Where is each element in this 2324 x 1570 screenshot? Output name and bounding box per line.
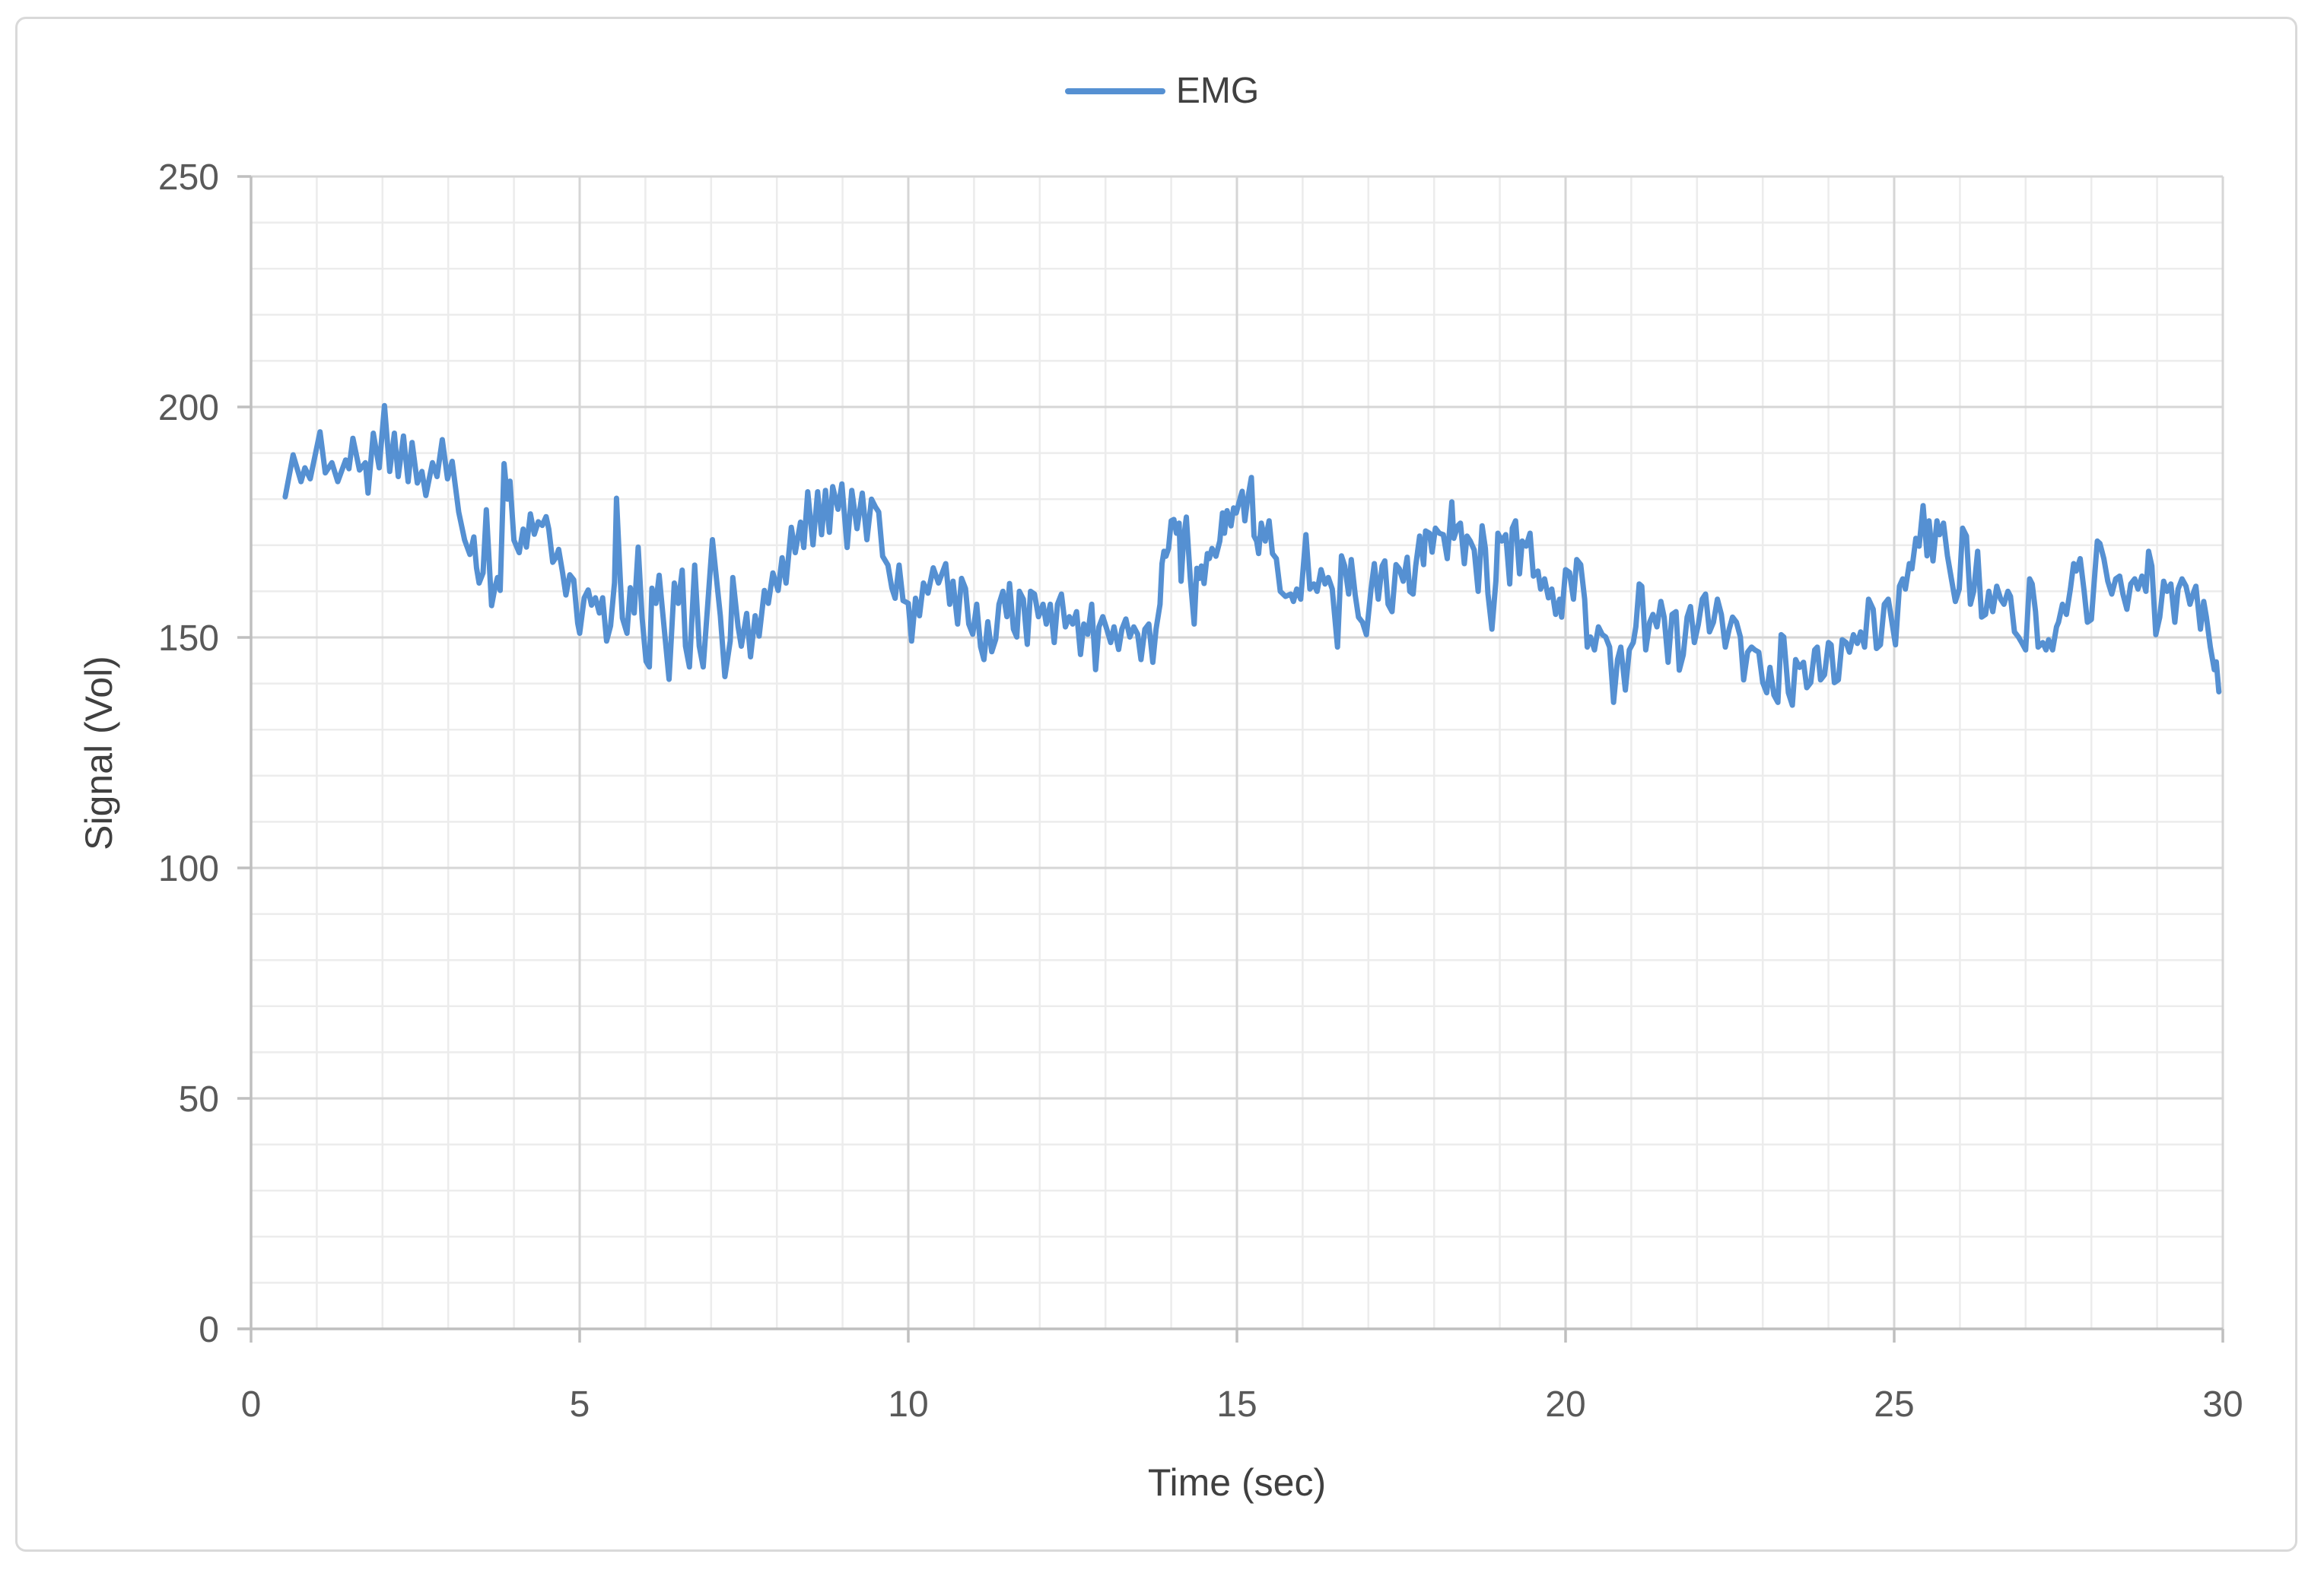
x-tick-label: 10	[888, 1384, 928, 1425]
x-tick-label: 15	[1216, 1384, 1257, 1425]
legend-series-label: EMG	[1175, 71, 1260, 111]
chart-border-frame	[15, 17, 2297, 1552]
x-tick-label: 0	[241, 1384, 262, 1425]
tick-labels: 0 5 10 15 20 25 30 0 50 100 150 200 250	[158, 157, 2243, 1425]
chart-legend: EMG	[0, 72, 2324, 111]
y-tick-label: 150	[158, 618, 219, 659]
y-tick-label: 200	[158, 388, 219, 428]
x-tick-label: 25	[1874, 1384, 1914, 1425]
gridlines-major	[251, 175, 2224, 1329]
y-tick-label: 100	[158, 849, 219, 889]
series-group	[282, 402, 2222, 708]
x-tick-label: 5	[570, 1384, 590, 1425]
y-tick-label: 250	[158, 157, 219, 198]
y-tick-label: 0	[199, 1310, 219, 1350]
x-tick-label: 20	[1545, 1384, 1585, 1425]
x-tick-label: 30	[2202, 1384, 2243, 1425]
legend-line-swatch	[1064, 88, 1165, 94]
x-axis-title: Time (sec)	[1147, 1461, 1327, 1504]
y-tick-label: 50	[179, 1079, 219, 1120]
y-axis-title: Signal (Vol)	[78, 656, 120, 850]
axes-and-ticks	[237, 175, 2224, 1343]
emg-signal-line	[282, 402, 2222, 708]
